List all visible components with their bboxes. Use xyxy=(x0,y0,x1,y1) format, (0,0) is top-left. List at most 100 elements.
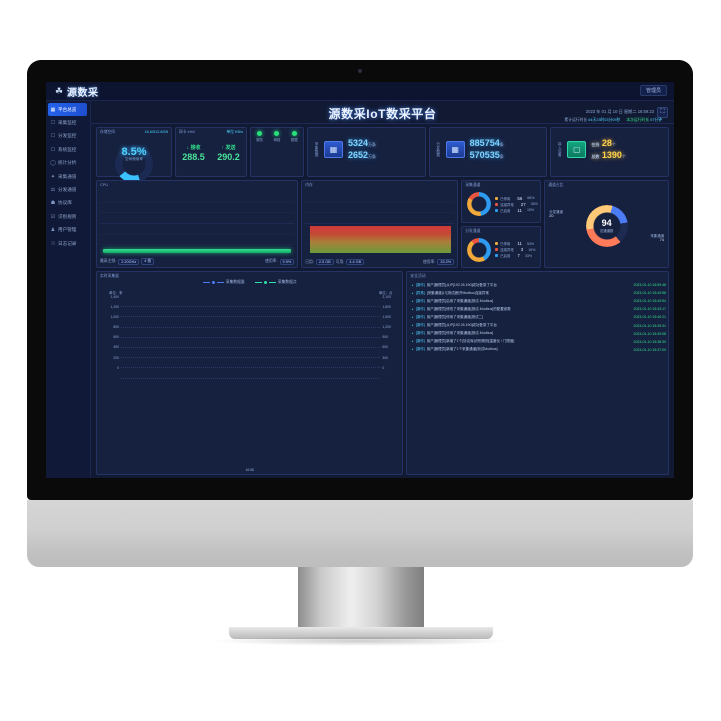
activity-time: 2023-01-10 15:39:08 xyxy=(633,331,667,336)
sidebar-item-collect-channel[interactable]: ✦ 采集通道 xyxy=(46,170,90,183)
dispatch-channel-title: 分发通道 xyxy=(465,228,481,233)
channel-donuts: 采集通道 已停用 56 68% 连接异常 xyxy=(461,180,542,268)
collect-u1: 万条 xyxy=(368,142,377,147)
sidebar-label: 采集通道 xyxy=(58,173,77,179)
channel-total-value: 94 xyxy=(601,218,612,228)
legend-item: 采集数据点 xyxy=(254,280,297,285)
activity-tag: [操作] xyxy=(415,306,425,311)
net-tx-value: 290.2 xyxy=(217,152,240,162)
nic-unit: 单位 KB/s xyxy=(226,130,243,134)
dispatch-vtag: 分发数据 xyxy=(436,141,441,157)
disk-usage-card: 存储空间 16.6/512.8GB 8.5% 空间使用率 xyxy=(96,127,172,177)
list-item[interactable]: ‣ [操作] 用户[管理员]修改了采集通道[测试-Modbus]的配置参数 2023-… xyxy=(409,305,666,313)
rule-icon: ☑ xyxy=(50,213,56,220)
kpi-strip: 存储空间 16.6/512.8GB 8.5% 空间使用率 网卡 eth0 单位 … xyxy=(96,118,670,177)
status-dot-service: 服务 xyxy=(256,131,263,142)
database-icon: ▦ xyxy=(445,140,465,158)
legend-swatch xyxy=(495,242,499,246)
legend-swatch xyxy=(495,202,499,206)
cpu-title: CPU xyxy=(100,183,109,187)
donut-annotation-left: 分发通道 20 xyxy=(549,209,563,218)
devices-online-unit: 个 xyxy=(611,142,616,147)
status-dots-card: 服务 网络 数据 xyxy=(250,127,304,177)
bullet-icon: ‣ xyxy=(411,339,414,345)
y-left-tick: 1,000 xyxy=(110,314,120,319)
device-icon: ▢ xyxy=(567,140,587,158)
grid-row: 400 600 xyxy=(113,345,388,359)
list-item[interactable]: ‣ [操作] 用户[管理员]从IP[192.25.190]成功登录了平台 2023-0… xyxy=(409,281,666,289)
sidebar-item-protocol-library[interactable]: ☗ 协议库 xyxy=(46,197,90,210)
legend-row: 已停用 56 68% xyxy=(495,196,538,201)
mem-used-label: 已用: xyxy=(305,259,314,264)
bullet-icon: ‣ xyxy=(411,323,414,329)
activity-text: 用户[管理员]新增了1个[协议库]识别规则[温度仪 / 门限值] xyxy=(426,339,515,344)
dispatch-value-2: 570535条 xyxy=(470,150,504,160)
list-item[interactable]: ‣ [操作] 用户[管理员]停用了采集通道[测试二] 2023-01-10 15:40… xyxy=(409,313,666,321)
sidebar-item-collect-monitor[interactable]: ☐ 采集监控 xyxy=(46,116,90,129)
disk-tag: 存储空间 xyxy=(100,130,116,134)
memory-title: 内存 xyxy=(305,183,313,187)
disk-usage-value: 8.5% xyxy=(121,146,147,158)
sidebar-item-dispatch-channel[interactable]: ⚖ 分发通道 xyxy=(46,183,90,196)
sidebar-label: 采集监控 xyxy=(58,120,77,126)
activity-title: 安全活动 xyxy=(410,274,426,278)
list-item[interactable]: ‣ [操作] 用户[管理员]新增了1个[协议库]识别规则[温度仪 / 门限值] 202… xyxy=(409,338,666,346)
x-axis-tick: 16:58 xyxy=(245,468,254,472)
monitor-chin xyxy=(27,500,693,567)
activity-text: 用户[管理员]修改了采集通道[测试-Modbus]的配置参数 xyxy=(426,306,511,311)
mem-free-label: 可用: xyxy=(335,259,345,264)
sidebar-item-rules[interactable]: ☑ 识别规则 xyxy=(46,210,90,223)
dispatch-data-card: 分发数据 ▦ 885754条 570535条 xyxy=(428,127,548,177)
y-right-tick: 300 xyxy=(382,355,389,360)
sidebar-item-system-monitor[interactable]: ☐ 系统监控 xyxy=(46,143,90,156)
cpu-spec-value: 2.20GHz xyxy=(118,258,140,265)
activity-text: 用户[管理员]从IP[192.25.190]成功登录了平台 xyxy=(426,282,497,287)
admin-button[interactable]: 管理员 xyxy=(639,85,667,96)
dispatch-v1: 885754 xyxy=(469,138,500,148)
y-left-tick: 0 xyxy=(117,365,119,370)
list-item[interactable]: ‣ [操作] 用户[管理员]启用了采集通道[测试-Modbus] 2023-01-10… xyxy=(409,297,666,305)
fullscreen-icon[interactable]: ⛶ xyxy=(657,107,668,118)
list-item[interactable]: ‣ [异常] [采集通道]17[测试]断开Modbus连接异常 2023-01-10 … xyxy=(409,289,666,297)
list-item[interactable]: ‣ [操作] 用户[管理员]新增了1个采集通道[测试Modbus] 2023-01-1… xyxy=(409,346,666,354)
sidebar-label: 系统监控 xyxy=(58,146,77,152)
monitor-stand-foot xyxy=(228,627,493,639)
collect-vtag: 采集数据 xyxy=(315,141,319,157)
legend-value: 27 xyxy=(520,201,526,207)
sidebar-item-users[interactable]: ♟ 用户管理 xyxy=(46,224,90,237)
collect-v1: 5324 xyxy=(348,138,369,148)
net-rx-label: 接收 xyxy=(190,145,201,151)
list-item[interactable]: ‣ [操作] 用户[管理员]从IP[192.25.190]成功登录了平台 2023-0… xyxy=(409,321,666,329)
list-item[interactable]: ‣ [操作] 用户[管理员]停用了采集通道[测试-Modbus] 2023-01-10… xyxy=(409,330,666,338)
net-rx: ↓ 接收 288.5 xyxy=(182,144,205,162)
legend-row: 已停用 11 53% xyxy=(495,241,535,246)
devices-total-label: 总数 xyxy=(591,154,600,159)
activity-time: 2023-01-10 15:38:30 xyxy=(633,339,667,344)
status-dot-label: 数据 xyxy=(290,138,298,142)
page-title-row: 源数采IoT数采平台 2023 年 01 月 10 日 星期二 16:59:23… xyxy=(91,101,674,124)
grid-row: 1,400 2,100 xyxy=(111,295,391,308)
sidebar-item-logs[interactable]: ☉ 日志记录 xyxy=(46,237,90,250)
legend-swatch xyxy=(495,248,499,252)
collect-value-2: 2652万条 xyxy=(348,150,376,160)
sidebar-item-overview[interactable]: ▦ 平台总览 xyxy=(48,103,87,117)
activity-tag: [异常] xyxy=(415,290,425,295)
bullet-icon: ‣ xyxy=(411,298,414,304)
sidebar: ▦ 平台总览 ☐ 采集监控 ☐ 分发监控 ☐ 系统监控 xyxy=(46,101,91,478)
sidebar-item-statistics[interactable]: ◯ 统计分析 xyxy=(46,157,90,170)
imac-monitor-frame: ☘ 源数采 管理员 ▦ 平台总览 ☐ 采集监控 xyxy=(27,60,693,500)
trend-legend: 采集数据量 采集数据点 xyxy=(97,280,402,285)
legend-label: 已启用 xyxy=(500,208,511,213)
sidebar-label: 用户管理 xyxy=(58,227,77,233)
y-axis-left-unit: 单位：条 xyxy=(109,291,123,295)
legend-label: 连接异常 xyxy=(500,248,514,253)
activity-time: 2023-01-10 15:39:31 xyxy=(633,323,667,328)
leaf-logo-icon: ☘ xyxy=(55,86,64,96)
status-dot-network: 网络 xyxy=(274,131,280,142)
brand: ☘ 源数采 xyxy=(55,84,99,100)
sidebar-item-dispatch-monitor[interactable]: ☐ 分发监控 xyxy=(46,130,90,143)
collection-trend-chart: 实时采集量 采集数据量 采集数据点 单位：条 xyxy=(96,271,404,475)
cpu-card: CPU 最高主频: 2.20GHz 4 核 使用率: 9.9% xyxy=(96,180,299,268)
activity-text: [采集通道]17[测试]断开Modbus连接异常 xyxy=(426,290,489,295)
net-tx-label: 发送 xyxy=(225,145,236,151)
